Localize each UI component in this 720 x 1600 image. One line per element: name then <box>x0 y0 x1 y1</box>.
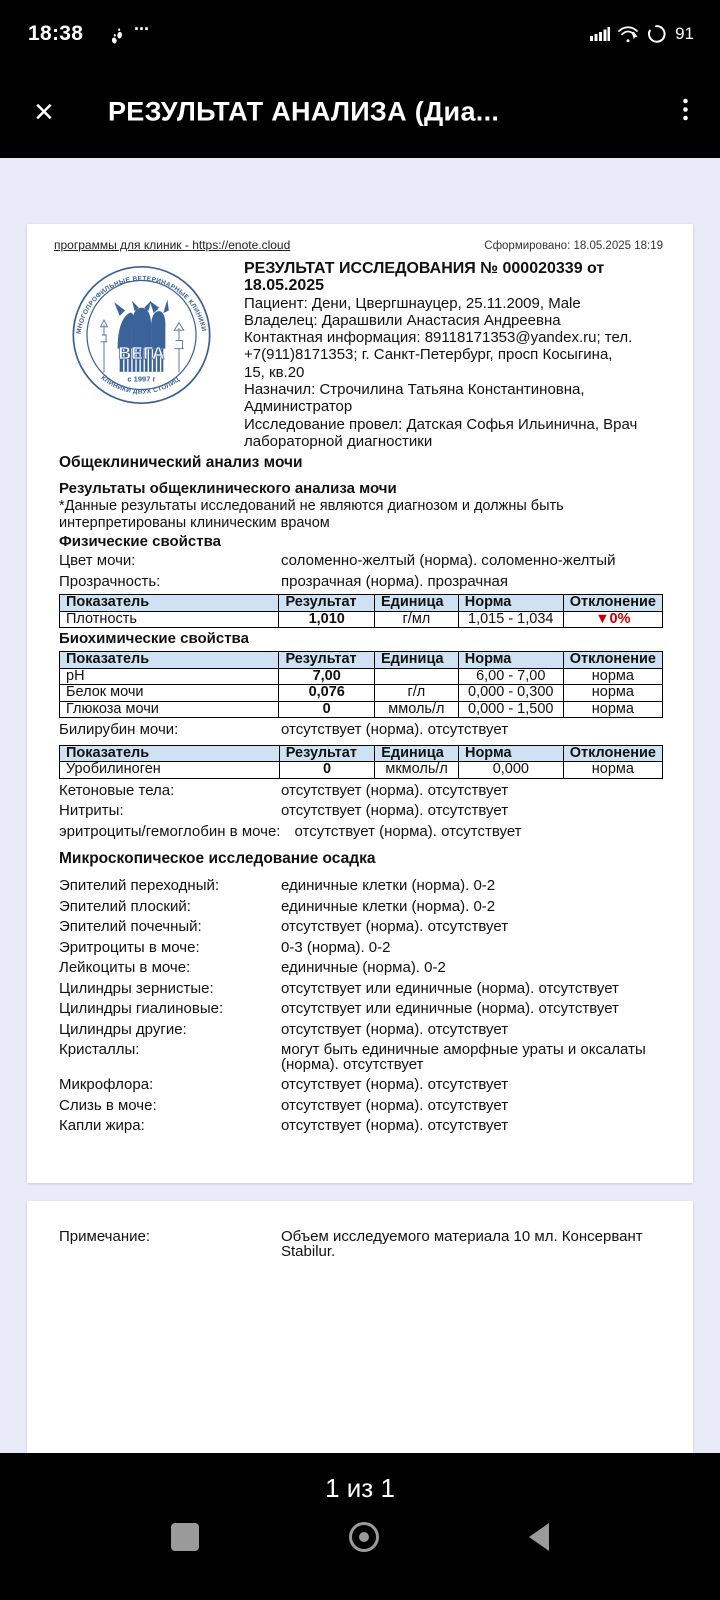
svg-text:с 1997 г: с 1997 г <box>127 374 155 383</box>
svg-text:ВЕГА: ВЕГА <box>118 343 165 363</box>
